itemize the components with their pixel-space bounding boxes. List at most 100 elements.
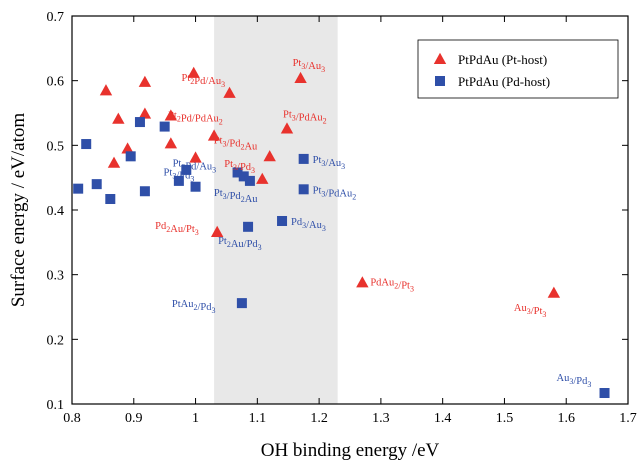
pd-host-point (232, 167, 243, 178)
pd-host-point (238, 171, 249, 182)
point-label-subscript: 3 (321, 159, 325, 168)
point-label-text: Pt (218, 236, 227, 247)
pd-host-point (236, 298, 247, 309)
x-tick-label: 1.3 (372, 411, 390, 426)
point-label-subscript: 3 (190, 175, 194, 184)
point-label-text: /Pd (237, 162, 252, 173)
point-label-text: /Pd (176, 171, 191, 182)
point-label-subscript: 3 (410, 284, 414, 293)
point-label-text: /PdAu (325, 188, 353, 199)
point-label: Pt3/PdAu2 (283, 110, 327, 126)
legend-label: PtPdAu (Pt-host) (458, 52, 547, 67)
y-tick-label: 0.3 (47, 269, 65, 284)
x-axis-title: OH binding energy /eV (261, 440, 440, 461)
point-label: Pt3/Pd3 (224, 159, 255, 175)
x-tick-label: 1.5 (496, 411, 514, 426)
point-label-text: Au/Pt (170, 224, 195, 235)
pd-host-point (298, 153, 309, 164)
point-label-subscript: 2 (166, 225, 170, 234)
point-label-text: Pd (194, 76, 206, 87)
point-label-subscript: 2 (177, 115, 181, 124)
y-tick-label: 0.7 (47, 10, 65, 25)
point-label-text: Pt (164, 168, 173, 179)
point-label-subscript: 3 (301, 62, 305, 71)
point-label-text: /Pt (531, 306, 543, 317)
point-label-text: PtAu (172, 299, 194, 310)
point-label-subscript: 2 (240, 142, 244, 151)
pt-host-point (280, 122, 294, 134)
point-label: Au3/Pd3 (557, 373, 592, 389)
point-label-text: Au/Pd (231, 239, 259, 250)
point-label-text: Pt (173, 158, 182, 169)
point-label-text: Au (557, 373, 571, 384)
point-label-text: PdAu (370, 277, 395, 288)
point-label-subscript: 3 (258, 243, 262, 252)
point-label-subscript: 3 (211, 306, 215, 315)
point-label-subscript: 3 (569, 377, 573, 386)
point-label: Pt2Pd/Au3 (182, 73, 226, 89)
point-label-subscript: 3 (542, 310, 546, 319)
x-tick-label: 1 (192, 411, 199, 426)
point-label-text: Pt (214, 135, 223, 146)
point-label: Pt3/Pd3 (164, 168, 195, 184)
point-label-text: /Au (205, 76, 222, 87)
y-axis-title: Surface energy / eV/atom (8, 113, 29, 308)
point-label-text: Pt (293, 58, 302, 69)
point-label: Pt3/Pd2Au (214, 188, 258, 205)
pd-host-point (243, 221, 254, 232)
pd-host-point (134, 117, 145, 128)
y-tick-label: 0.5 (47, 139, 65, 154)
x-tick-label: 1.4 (434, 411, 452, 426)
point-label-subscript: 3 (321, 189, 325, 198)
point-label-subscript: 2 (181, 162, 185, 171)
data-marks-layer (73, 66, 610, 399)
pt-host-point (138, 107, 152, 119)
point-label-text: /Pt (398, 280, 410, 291)
point-label-subscript: 2 (190, 77, 194, 86)
point-label: Pt3/PdAu2 (313, 185, 357, 201)
pt-host-point (187, 66, 200, 78)
point-label-subscript: 3 (221, 80, 225, 89)
point-label-text: /Pd (227, 191, 242, 202)
x-tick-label: 1.6 (557, 411, 575, 426)
point-label: Pd2Au/Pt3 (155, 221, 199, 237)
point-label-text: Pt (283, 110, 292, 121)
point-label-subscript: 3 (587, 380, 591, 389)
point-label: PdAu2/Pt3 (370, 277, 414, 293)
point-label-text: Pt (313, 155, 322, 166)
y-tick-label: 0.2 (47, 333, 65, 348)
pt-host-point (138, 75, 152, 87)
point-label-text: /Au (305, 61, 322, 72)
point-label: PtAu2/Pd3 (172, 299, 216, 315)
axis-ticks-layer: 0.8 0.9 1 1.1 1.2 1.3 1.4 1.5 1.6 1.7 0.1 0.2 0.3 0.4… (47, 10, 637, 426)
pd-host-point (159, 121, 170, 132)
point-label-text: Au (514, 303, 528, 314)
point-label-text: Pt (182, 73, 191, 84)
pt-host-point (256, 172, 269, 184)
pd-host-point (81, 139, 92, 150)
point-label-text: Pd (291, 217, 303, 228)
pt-host-point (121, 142, 134, 154)
pd-host-point (181, 164, 192, 175)
point-label: Pt3/Pd2Au (214, 135, 258, 152)
legend-marker (435, 76, 445, 86)
pd-host-point (91, 179, 102, 190)
point-label-subscript: 3 (341, 162, 345, 171)
point-label: Pt3/Au3 (313, 155, 346, 171)
point-label-text: /Pd (573, 376, 588, 387)
point-label-subscript: 3 (251, 166, 255, 175)
pt-host-point (294, 71, 307, 84)
pt-host-point (223, 86, 236, 98)
point-label-subscript: 3 (321, 65, 325, 74)
point-label-text: Pt (168, 111, 177, 122)
point-label: Pt2Pd/PdAu2 (168, 111, 223, 127)
point-labels-layer: Pt2Pd/Au3Pt3/Au3Pt2Pd/PdAu2Pt3/PdAu2Pt3/… (155, 58, 591, 389)
pt-host-point (99, 84, 113, 96)
point-label: Pt3/Au3 (293, 58, 326, 74)
y-tick-label: 0.4 (47, 204, 65, 219)
point-label-text: Pt (214, 188, 223, 199)
pd-host-point (125, 151, 136, 162)
point-label-subscript: 3 (527, 307, 531, 316)
point-label-subscript: 2 (394, 281, 398, 290)
